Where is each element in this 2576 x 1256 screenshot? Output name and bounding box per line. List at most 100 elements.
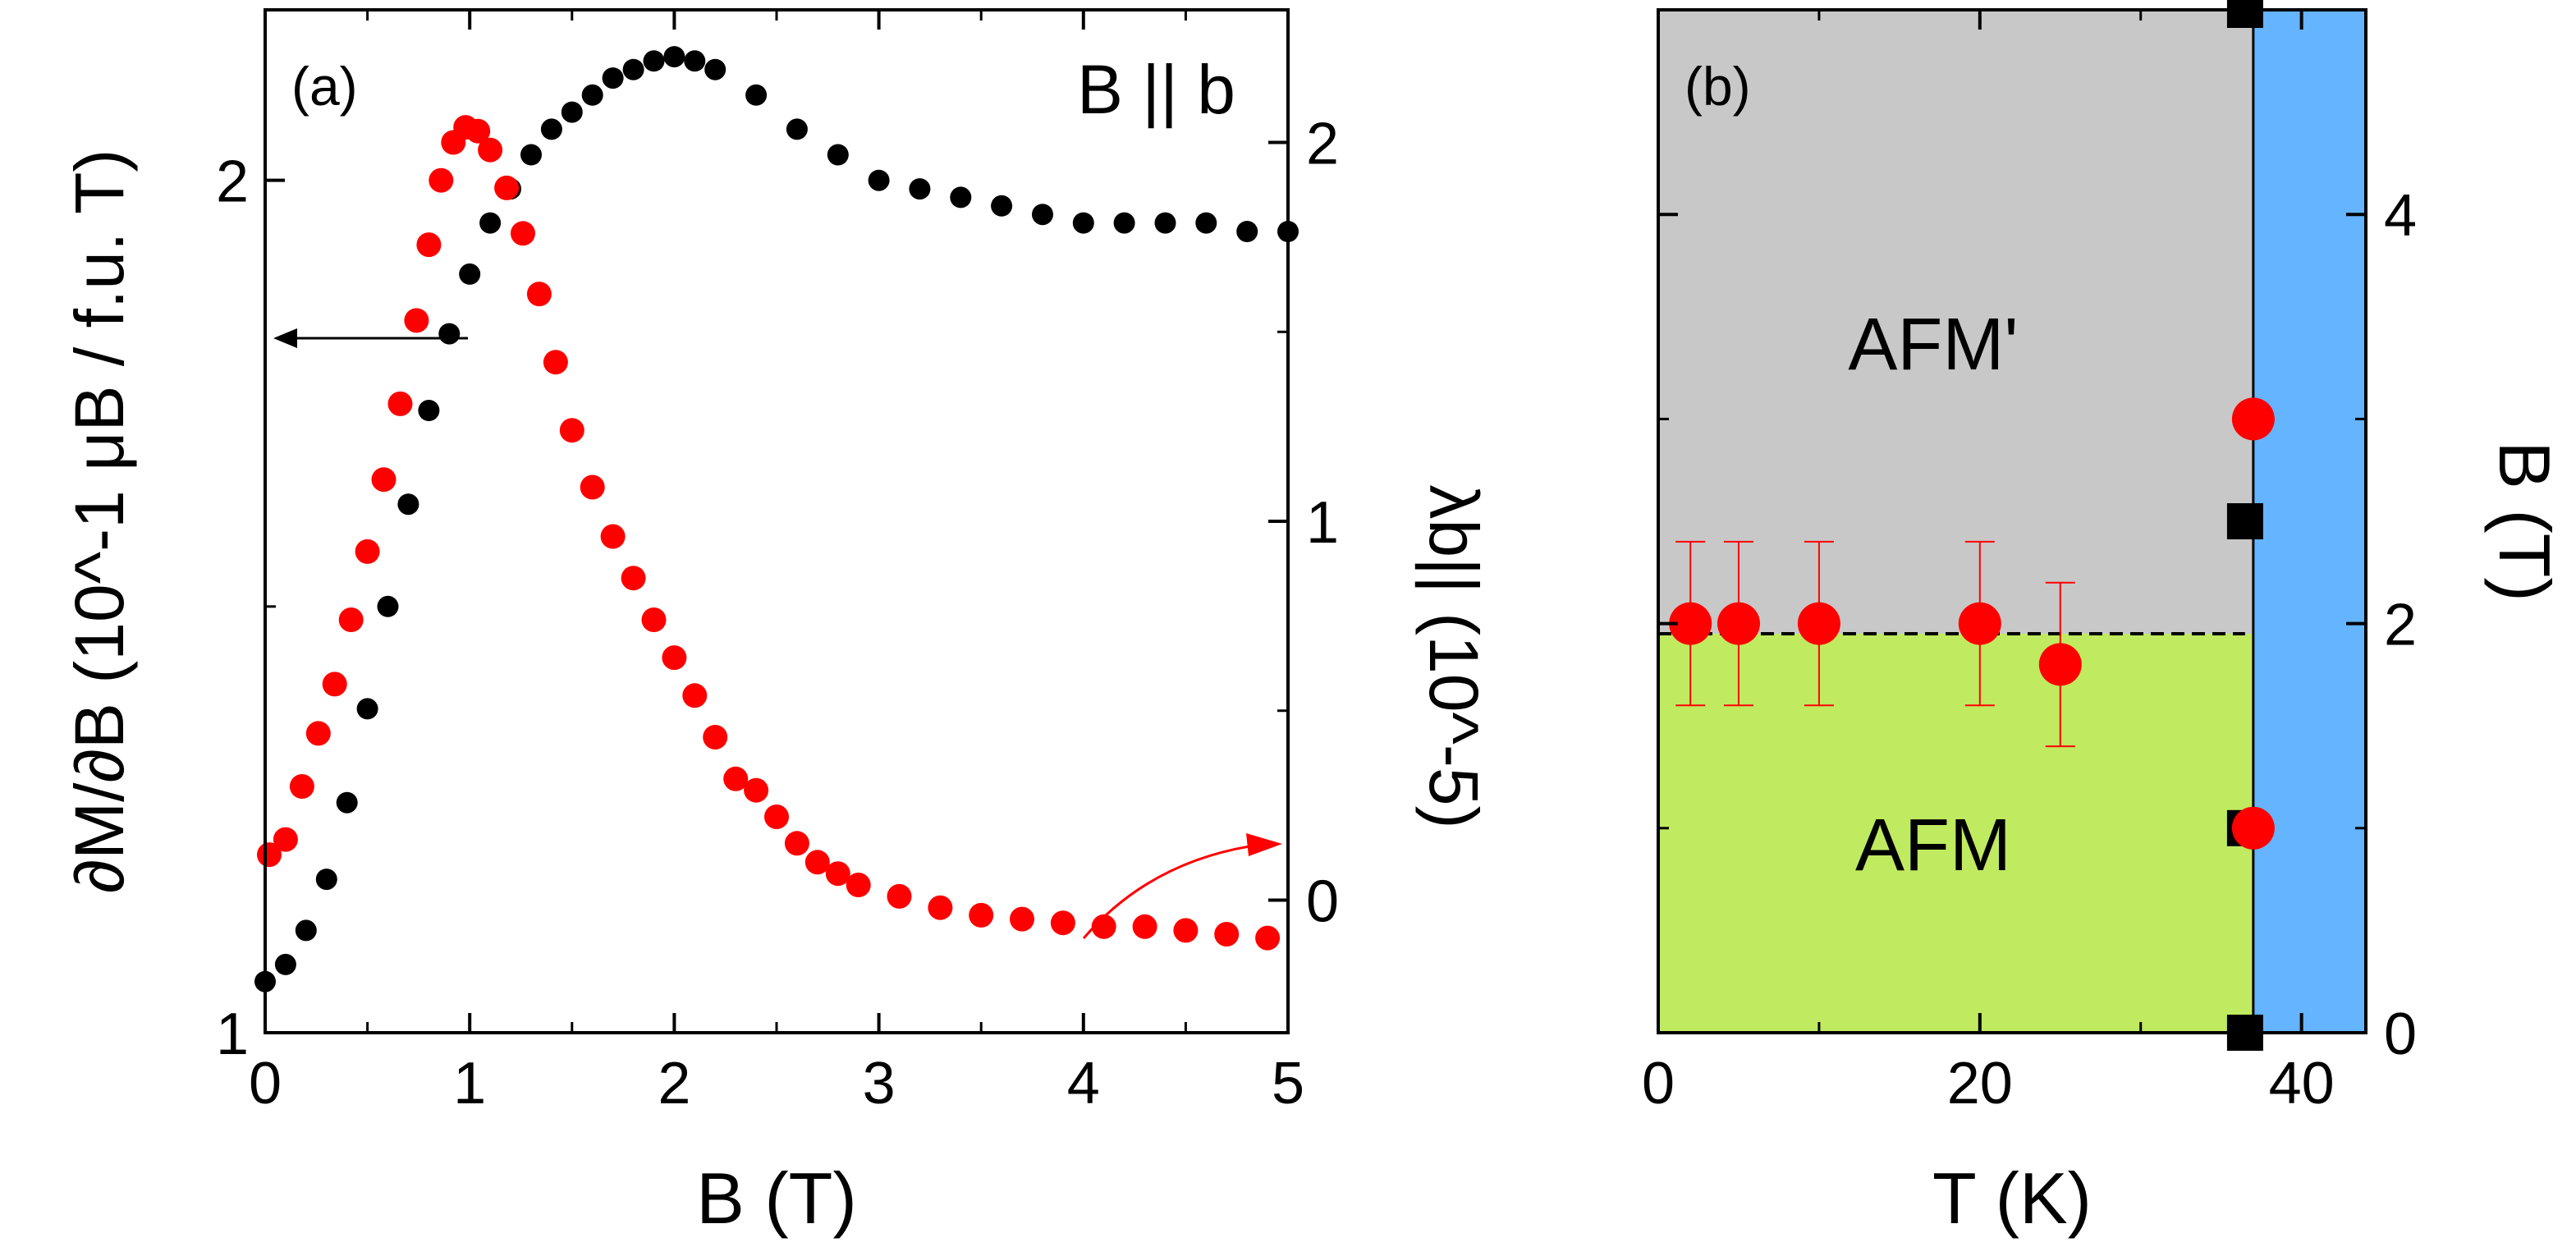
point-dM/dB-27 [909, 178, 931, 200]
point-dM/dB-6 [377, 595, 399, 617]
panel-a-label: (a) [291, 56, 358, 117]
point-lambda_b-42 [1173, 918, 1199, 943]
point-dM/dB-17 [602, 67, 624, 89]
point-dM/dB-32 [1113, 212, 1135, 234]
point-dM/dB-14 [540, 118, 562, 140]
a-x-tick-label-4: 4 [1067, 1051, 1100, 1116]
region-afm-prime [1658, 10, 2253, 635]
panel-b-points [1669, 0, 2275, 1051]
point-dM/dB-1 [274, 953, 296, 975]
point-dM/dB-21 [684, 50, 706, 72]
point-dM/dB-34 [1195, 212, 1217, 234]
panel-a-xlabel: B (T) [696, 1157, 857, 1239]
point-dM/dB-9 [438, 323, 461, 345]
point-lambda_b-35 [887, 883, 912, 909]
point-lambda_b-26 [682, 683, 708, 708]
point-lambda_b-32 [804, 850, 830, 875]
a-yl-tick-label-1: 2 [216, 149, 249, 215]
b-y-tick-label-2: 4 [2384, 183, 2417, 249]
a-yr-tick-label-2: 2 [1306, 112, 1339, 177]
panel-a-points [254, 46, 1299, 992]
point-dM/dB-4 [336, 791, 358, 814]
b-y-tick-label-1: 2 [2384, 593, 2417, 658]
point-lambda_b-41 [1132, 914, 1157, 939]
circle-point-1 [1717, 602, 1760, 645]
point-lambda_b-9 [404, 308, 429, 333]
point-dM/dB-13 [520, 144, 542, 166]
panel-b-xlabel: T (K) [1932, 1157, 2092, 1239]
panel-a-frame [264, 8, 1290, 1034]
point-dM/dB-35 [1236, 221, 1258, 242]
b-x-tick-label-0: 0 [1642, 1051, 1675, 1116]
panel-a-ylabel-left: ∂M/∂B (10^-1 μB / f.u. T) [61, 149, 138, 894]
point-lambda_b-29 [744, 777, 769, 803]
region-label-afm-prime: AFM' [1848, 304, 2018, 386]
point-lambda_b-11 [429, 167, 454, 193]
point-lambda_b-28 [723, 766, 749, 791]
point-lambda_b-24 [641, 607, 667, 632]
point-lambda_b-21 [580, 474, 605, 500]
panel-b-ylabel: B (T) [2484, 441, 2565, 602]
point-lambda_b-15 [478, 137, 503, 163]
point-lambda_b-23 [621, 566, 646, 591]
circle-point-5 [2231, 397, 2275, 441]
a-x-tick-label-2: 2 [658, 1051, 690, 1116]
point-lambda_b-1 [273, 827, 298, 852]
point-dM/dB-11 [479, 212, 502, 234]
left-arrow-head [273, 328, 297, 348]
a-x-tick-label-3: 3 [863, 1051, 896, 1116]
point-lambda_b-22 [600, 524, 626, 549]
square-point-1 [2226, 503, 2263, 539]
point-lambda_b-3 [305, 721, 331, 746]
a-x-tick-label-5: 5 [1272, 1051, 1304, 1116]
right-arrow-curve [1082, 844, 1255, 939]
point-dM/dB-10 [459, 263, 481, 285]
point-lambda_b-36 [928, 895, 953, 920]
b-x-tick-label-2: 40 [2269, 1051, 2335, 1116]
a-x-tick-label-0: 0 [249, 1051, 282, 1116]
b-y-tick-label-0: 0 [2384, 1002, 2417, 1067]
point-lambda_b-25 [662, 645, 687, 671]
point-dM/dB-8 [418, 400, 440, 421]
a-yr-tick-label-1: 1 [1306, 490, 1339, 556]
point-lambda_b-37 [969, 902, 994, 928]
point-dM/dB-7 [397, 493, 419, 516]
circle-point-0 [1669, 602, 1712, 645]
point-dM/dB-25 [827, 144, 849, 166]
point-lambda_b-10 [416, 232, 442, 258]
point-dM/dB-15 [561, 101, 583, 123]
point-dM/dB-16 [581, 84, 603, 106]
point-lambda_b-34 [846, 873, 871, 897]
region-label-afm: AFM [1855, 804, 2011, 887]
circle-point-6 [2231, 806, 2275, 850]
region-paramagnetic [2253, 10, 2366, 1033]
point-lambda_b-17 [511, 221, 535, 246]
b-x-tick-label-1: 20 [1947, 1051, 2013, 1116]
panel-a-ylabel-right: λb|| (10^-5) [1415, 484, 1492, 828]
a-yr-tick-label-0: 0 [1306, 869, 1339, 934]
point-lambda_b-38 [1010, 906, 1034, 932]
point-lambda_b-4 [322, 672, 347, 697]
point-dM/dB-19 [643, 50, 665, 72]
right-arrow-head [1246, 833, 1282, 856]
point-lambda_b-44 [1255, 925, 1281, 951]
a-x-tick-label-1: 1 [453, 1051, 486, 1116]
point-dM/dB-29 [991, 195, 1013, 217]
point-dM/dB-18 [622, 58, 644, 80]
point-lambda_b-19 [543, 350, 568, 375]
a-yl-tick-label-0: 1 [216, 1002, 249, 1067]
point-lambda_b-27 [703, 725, 728, 749]
point-lambda_b-40 [1091, 914, 1116, 939]
point-dM/dB-3 [315, 869, 337, 891]
point-dM/dB-23 [745, 84, 768, 106]
panel-b: 0 20 40 0 2 4 (b) AFM' AFM T (K) B (T) [1642, 0, 2565, 1239]
point-lambda_b-39 [1050, 910, 1075, 936]
panel-b-ticks: 0 20 40 0 2 4 [1642, 8, 2417, 1116]
point-dM/dB-22 [704, 58, 727, 80]
panel-b-label: (b) [1684, 56, 1751, 117]
panel-a-annotation: B || b [1077, 51, 1235, 128]
point-lambda_b-2 [289, 774, 314, 799]
point-dM/dB-28 [950, 186, 972, 209]
